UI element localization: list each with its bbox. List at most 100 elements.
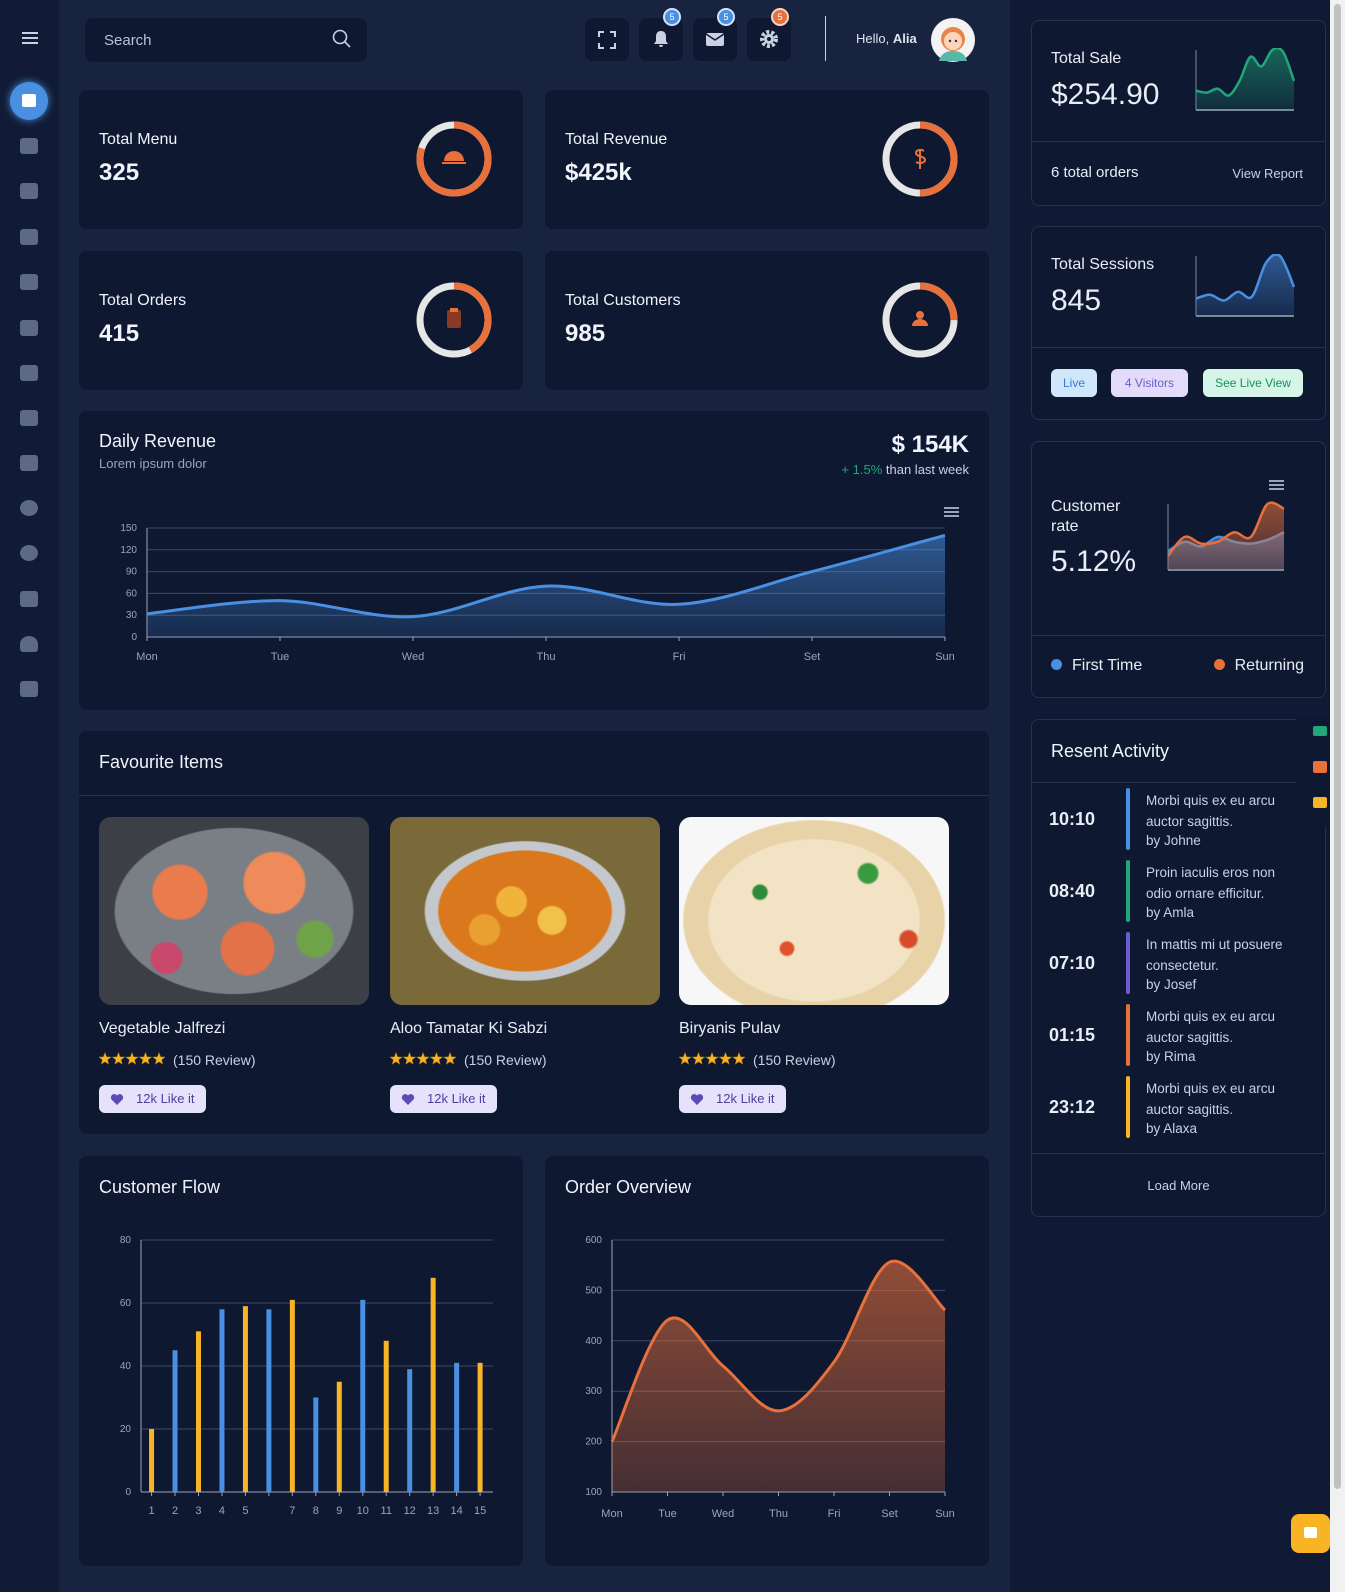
live-view-button[interactable]: See Live View xyxy=(1203,369,1303,397)
x-tick-label: 2 xyxy=(172,1505,178,1517)
y-tick-label: 120 xyxy=(120,545,137,556)
rating-stars xyxy=(390,1052,456,1065)
area-fill xyxy=(1168,502,1284,570)
chart-title: Daily Revenue xyxy=(99,431,217,451)
bar xyxy=(266,1309,272,1492)
card-title: Total Sessions xyxy=(1051,256,1155,273)
greeting: Hello, Alia xyxy=(856,31,917,46)
visitors-button[interactable]: 4 Visitors xyxy=(1111,369,1188,397)
chat-icon xyxy=(1304,1527,1317,1538)
nav-orders[interactable] xyxy=(20,138,38,154)
item-name: Biryanis Pulav xyxy=(679,1020,781,1037)
x-tick-label: Thu xyxy=(537,651,556,663)
x-tick-label: Wed xyxy=(712,1508,734,1520)
scrollbar-thumb[interactable] xyxy=(1334,4,1341,1489)
activity-author: by Alaxa xyxy=(1146,1121,1198,1136)
x-tick-label: Set xyxy=(881,1508,898,1520)
chat-button[interactable] xyxy=(1291,1514,1330,1553)
activity-text: Morbi quis ex eu arcu auctor sagittis. xyxy=(1146,1081,1276,1117)
x-tick-label: 4 xyxy=(219,1505,225,1517)
heart-icon xyxy=(110,1094,124,1105)
like-button[interactable]: 12k Like it xyxy=(99,1085,206,1113)
customer-rate-chart xyxy=(1167,501,1285,571)
star xyxy=(705,1052,719,1065)
x-tick-label: 11 xyxy=(381,1505,392,1517)
activity-author: by Johne xyxy=(1146,833,1201,848)
nav-basket[interactable] xyxy=(20,320,38,336)
nav-delivery[interactable] xyxy=(20,591,38,607)
message-badge: 5 xyxy=(717,8,735,26)
stat-title: Total Customers xyxy=(565,292,681,309)
avatar[interactable] xyxy=(930,17,976,63)
divider xyxy=(1031,141,1326,142)
x-tick-label: 9 xyxy=(336,1505,342,1517)
nav-documents[interactable] xyxy=(20,455,38,471)
chart-menu[interactable] xyxy=(1269,480,1284,482)
nav-security[interactable] xyxy=(20,545,38,561)
favourites-title: Favourite Items xyxy=(99,752,224,772)
like-button[interactable]: 12k Like it xyxy=(679,1085,786,1113)
donut-progress xyxy=(882,282,958,358)
view-report-link[interactable]: View Report xyxy=(1232,166,1303,181)
y-tick-label: 40 xyxy=(120,1361,132,1372)
nav-reports[interactable] xyxy=(20,500,38,516)
star xyxy=(125,1052,139,1065)
star xyxy=(416,1052,430,1065)
area-fill xyxy=(1196,254,1294,316)
tool-chat[interactable] xyxy=(1313,797,1327,808)
x-tick-label: Tue xyxy=(658,1508,677,1520)
like-button[interactable]: 12k Like it xyxy=(390,1085,497,1113)
nav-home[interactable] xyxy=(10,82,48,120)
fullscreen-button[interactable] xyxy=(585,18,629,61)
y-tick-label: 300 xyxy=(585,1386,602,1397)
chart-menu[interactable] xyxy=(944,507,959,509)
star xyxy=(138,1052,153,1065)
activity-list: 10:10 Morbi quis ex eu arcu auctor sagitt… xyxy=(1031,788,1326,1148)
bar xyxy=(477,1362,483,1492)
tool-image[interactable] xyxy=(1313,761,1327,773)
nav-tools[interactable] xyxy=(20,410,38,426)
quick-tools xyxy=(1296,717,1330,827)
y-tick-label: 20 xyxy=(120,1424,132,1435)
revenue-change: + 1.5% than last week xyxy=(841,462,969,477)
nav-analytics[interactable] xyxy=(20,274,38,290)
live-button[interactable]: Live xyxy=(1051,369,1097,397)
line xyxy=(610,1259,947,1443)
tool-money[interactable] xyxy=(1313,726,1327,736)
card-value: 5.12% xyxy=(1051,545,1137,578)
star xyxy=(152,1052,165,1065)
header-divider xyxy=(825,16,826,61)
y-tick-label: 60 xyxy=(120,1298,132,1309)
card-title: Customer rate xyxy=(1051,498,1121,535)
y-tick-label: 600 xyxy=(585,1235,602,1246)
load-more-button[interactable]: Load More xyxy=(1147,1178,1210,1193)
activity-time: 10:10 xyxy=(1049,809,1096,829)
search-box[interactable]: Search xyxy=(85,18,367,62)
y-tick-label: 80 xyxy=(120,1235,132,1246)
star xyxy=(679,1052,692,1065)
notification-badge: 5 xyxy=(663,8,681,26)
food-image xyxy=(390,817,660,1005)
star xyxy=(732,1052,745,1065)
nav-customers[interactable] xyxy=(20,229,38,245)
nav-profile[interactable] xyxy=(20,636,38,652)
activity-time: 23:12 xyxy=(1049,1097,1096,1117)
bar xyxy=(454,1362,460,1492)
stat-value: 985 xyxy=(565,320,606,347)
sessions-sparkline xyxy=(1195,254,1295,317)
card-title: Total Sale xyxy=(1051,50,1122,67)
page-edge xyxy=(1345,0,1366,1592)
stat-card xyxy=(545,90,989,229)
nav-menu[interactable] xyxy=(20,183,38,199)
area-fill xyxy=(612,1261,945,1492)
x-tick-label: Mon xyxy=(136,651,157,663)
bar xyxy=(172,1350,178,1492)
nav-library[interactable] xyxy=(20,365,38,381)
rating-stars xyxy=(679,1052,745,1065)
y-tick-label: 400 xyxy=(585,1336,602,1347)
like-count: 12k Like it xyxy=(427,1091,486,1106)
menu-toggle[interactable] xyxy=(22,32,38,34)
bar xyxy=(336,1381,342,1492)
nav-clipboard[interactable] xyxy=(20,681,38,697)
